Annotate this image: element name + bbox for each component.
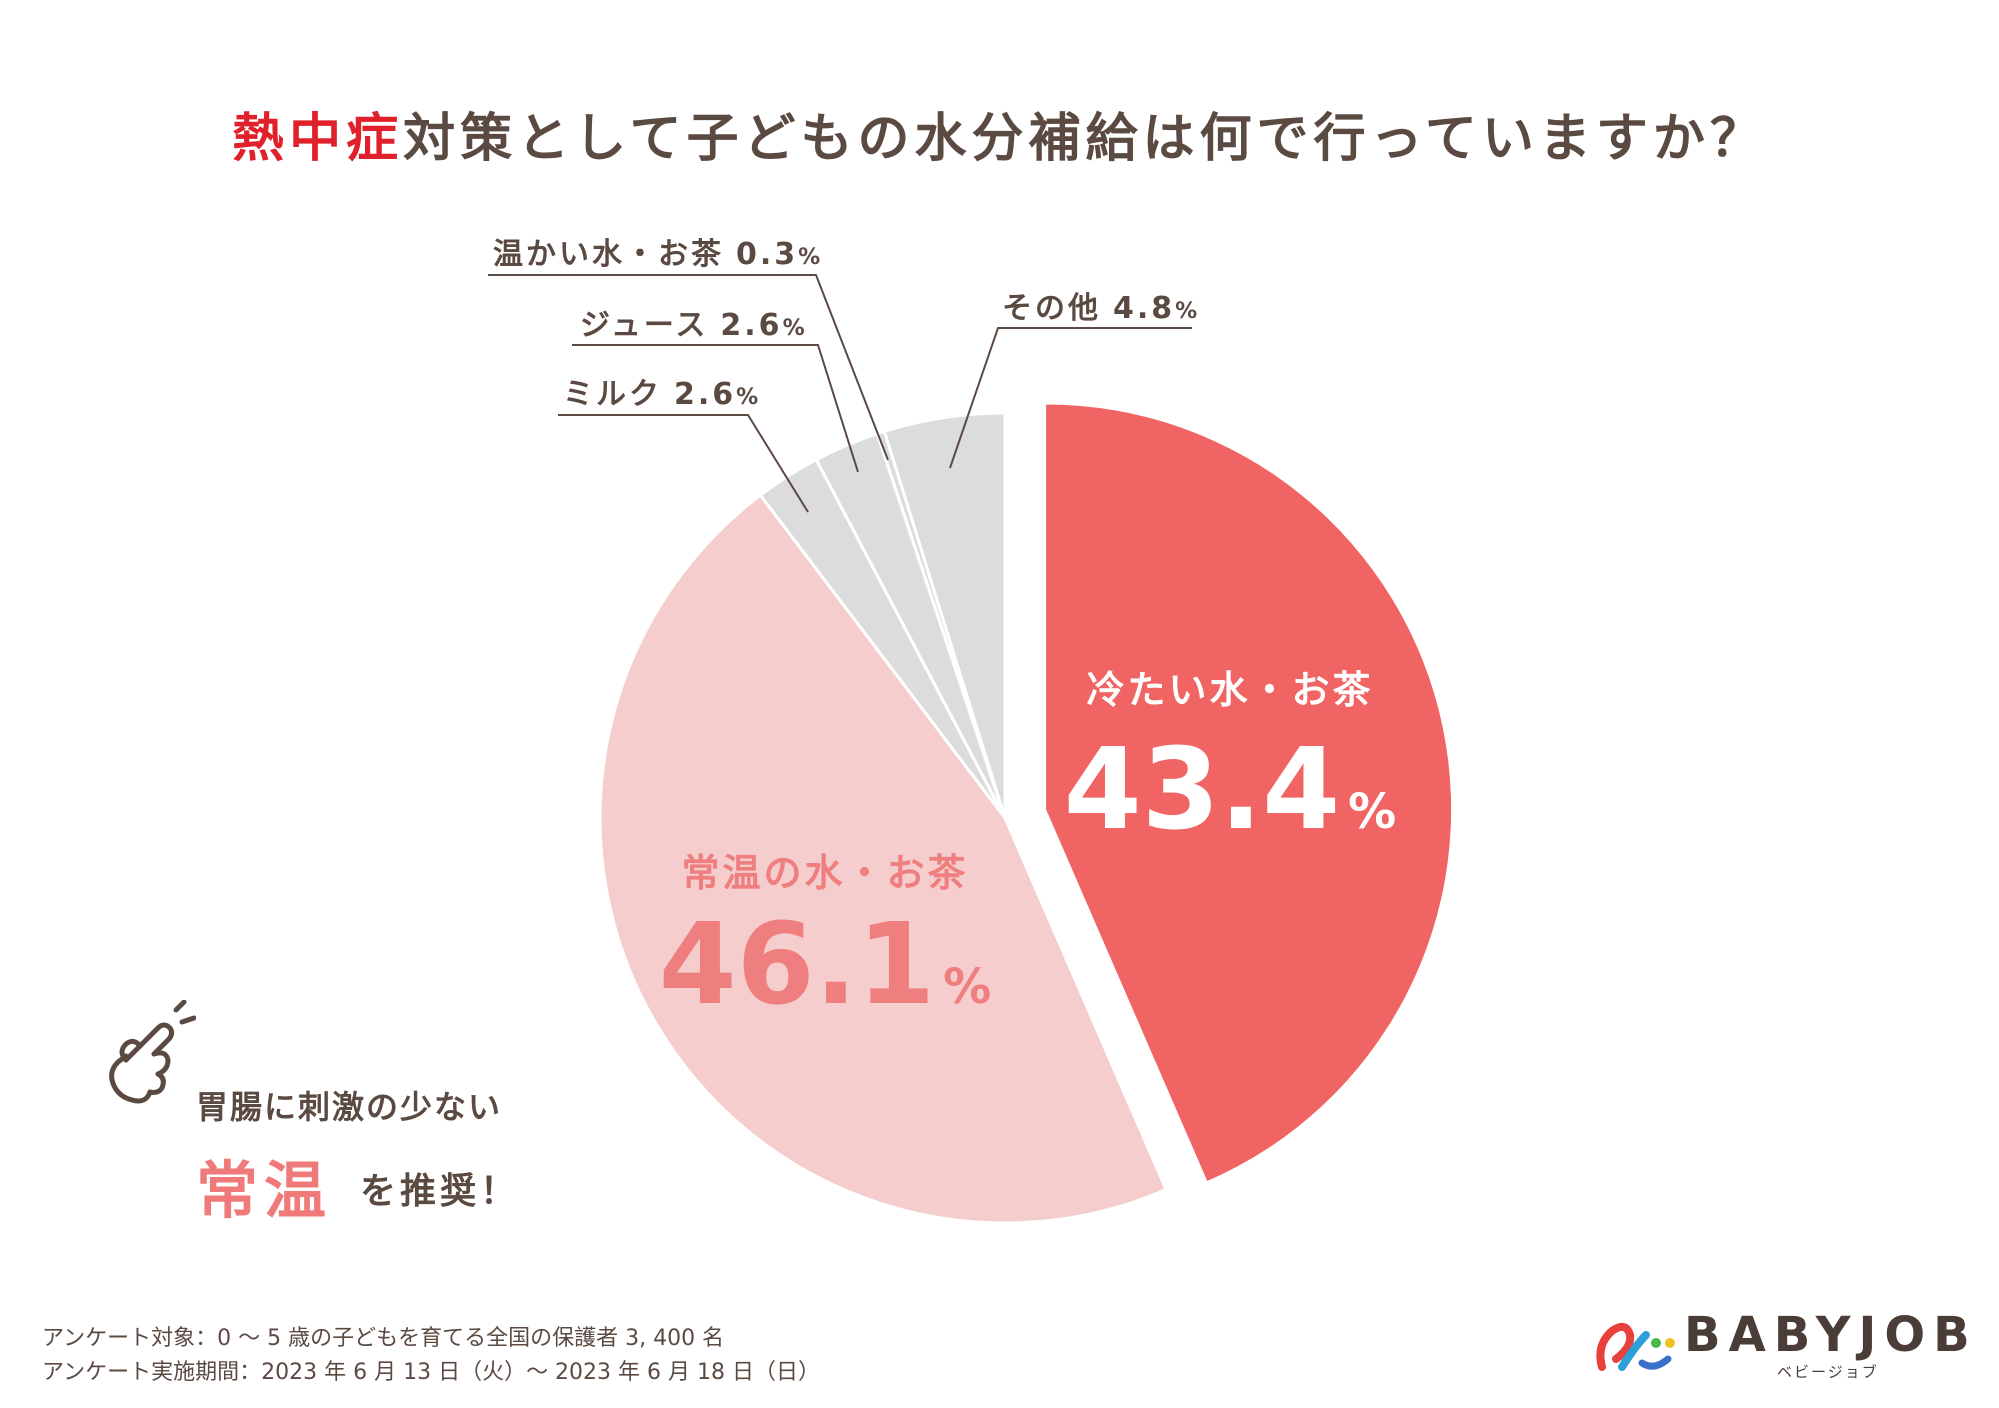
chart-title: 熱中症対策として子どもの水分補給は何で行っていますか？ [0, 96, 1999, 171]
slice-value-room-number: 46.1 [659, 900, 935, 1030]
slice-value-room: 46.1% [659, 900, 991, 1030]
logo-mark-icon [1596, 1322, 1675, 1371]
slice-room [598, 493, 1169, 1225]
slice-cold [1046, 404, 1452, 1182]
babyjob-logo: BABYJOB ベビージョブ [1592, 1305, 1970, 1381]
recommendation-emphasis: 常温 [196, 1154, 333, 1227]
label-hot-value: 0.3 [736, 237, 798, 272]
logo-kana: ベビージョブ [1777, 1363, 1879, 1381]
label-other-unit: % [1175, 299, 1200, 324]
callout-line-hot [488, 274, 889, 461]
label-juice-unit: % [783, 316, 808, 341]
recommendation-rest: を推奨！ [360, 1171, 521, 1212]
callout-line-other [949, 327, 1192, 469]
slice-label-cold: 冷たい水・お茶 [1086, 668, 1373, 712]
label-other-name: その他 [1002, 291, 1101, 326]
label-juice-name: ジュース [580, 308, 708, 343]
label-milk: ミルク 2.6% [563, 377, 761, 412]
pointing-hand-icon [109, 1000, 196, 1104]
label-juice-value: 2.6 [720, 308, 782, 343]
recommendation-line1: 胃腸に刺激の少ない [196, 1088, 503, 1126]
label-hot-unit: % [798, 245, 823, 270]
title-rest: 対策として子どもの水分補給は何で行っていますか？ [403, 109, 1767, 169]
title-accent: 熱中症 [232, 109, 404, 169]
label-milk-name: ミルク [563, 377, 662, 412]
survey-footer: アンケート対象：0 ～ 5 歳の子どもを育てる全国の保護者 3, 400 名 ア… [42, 1322, 820, 1390]
survey-target: アンケート対象：0 ～ 5 歳の子どもを育てる全国の保護者 3, 400 名 [42, 1326, 725, 1351]
slice-value-cold: 43.4% [1064, 725, 1396, 855]
slice-other [882, 411, 1007, 819]
label-milk-unit: % [736, 385, 761, 410]
callout-lines [488, 274, 1192, 513]
slice-label-room: 常温の水・お茶 [681, 851, 968, 895]
slice-value-cold-number: 43.4 [1064, 725, 1340, 855]
label-other-value: 4.8 [1113, 291, 1175, 326]
slice-value-cold-unit: % [1348, 784, 1396, 840]
logo-wordmark: BABYJOB [1684, 1307, 1978, 1363]
survey-period: アンケート実施期間：2023 年 6 月 13 日（火）～ 2023 年 6 月… [42, 1360, 821, 1385]
label-milk-value: 2.6 [674, 377, 736, 412]
callout-line-milk [558, 414, 809, 513]
slice-value-room-unit: % [943, 959, 991, 1015]
pie-slices [598, 404, 1452, 1225]
label-other: その他 4.8% [1002, 291, 1200, 326]
callout-line-juice [572, 344, 859, 473]
label-hot-name: 温かい水・お茶 [493, 237, 724, 272]
label-hot: 温かい水・お茶 0.3% [493, 237, 823, 272]
label-juice: ジュース 2.6% [580, 308, 808, 343]
